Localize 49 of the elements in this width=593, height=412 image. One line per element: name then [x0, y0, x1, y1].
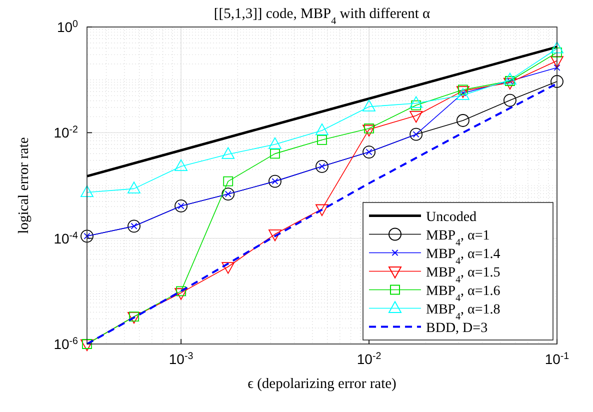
y-tick-label: 10$^{-4}$: [54, 230, 79, 246]
point: [80, 339, 94, 352]
point: [268, 174, 282, 188]
point: [504, 94, 516, 107]
point: [316, 204, 328, 216]
point: [410, 128, 423, 141]
x-axis-title: ϵ (depolarizing error rate): [248, 376, 397, 392]
point: [554, 64, 560, 71]
point: [80, 185, 94, 198]
y-tick-label: 10$^{-2}$: [54, 124, 78, 141]
point: [504, 72, 516, 84]
legend-label: MBP$_{4}$, α=1.5: [426, 265, 500, 285]
point: [80, 230, 94, 243]
legend-label: BDD, D=3: [426, 320, 488, 336]
point: [128, 182, 140, 194]
point: [222, 188, 235, 200]
legend-label: Uncoded: [426, 210, 477, 225]
point: [268, 230, 282, 242]
point: [317, 134, 327, 145]
point: [410, 96, 423, 108]
point: [550, 42, 564, 54]
y-tick-label: 10$^{-6}$: [54, 336, 79, 352]
x-tick-label: 10$^{-3}$: [168, 350, 194, 367]
legend-label: MBP$_{4}$, α=1.4: [426, 246, 500, 266]
point: [128, 220, 140, 233]
point: [268, 137, 282, 150]
point: [316, 160, 328, 173]
point: [174, 288, 188, 300]
chart-title: [[5,1,3]] code, MBP$_{4}$ with different α: [214, 6, 430, 26]
point: [174, 159, 188, 172]
point: [316, 123, 328, 136]
point: [270, 148, 280, 159]
legend-label: MBP$_{4}$, α=1.6: [426, 284, 500, 304]
point: [174, 200, 188, 212]
point: [550, 75, 564, 88]
legend-label: MBP$_{4}$, α=1.8: [426, 302, 500, 322]
y-axis-title: logical error rate: [16, 137, 32, 234]
point: [552, 47, 562, 58]
x-tick-label: 10$^{-2}$: [356, 350, 382, 367]
point: [410, 110, 423, 123]
point: [222, 147, 235, 159]
legend-label: MBP$_{4}$, α=1: [426, 228, 490, 248]
x-tick-label: 10$^{-1}$: [544, 350, 570, 367]
point: [222, 262, 235, 274]
point: [362, 100, 376, 112]
point: [456, 114, 470, 127]
y-tick-label: 10$^{0}$: [56, 18, 79, 35]
point: [223, 176, 234, 186]
point: [362, 146, 376, 158]
